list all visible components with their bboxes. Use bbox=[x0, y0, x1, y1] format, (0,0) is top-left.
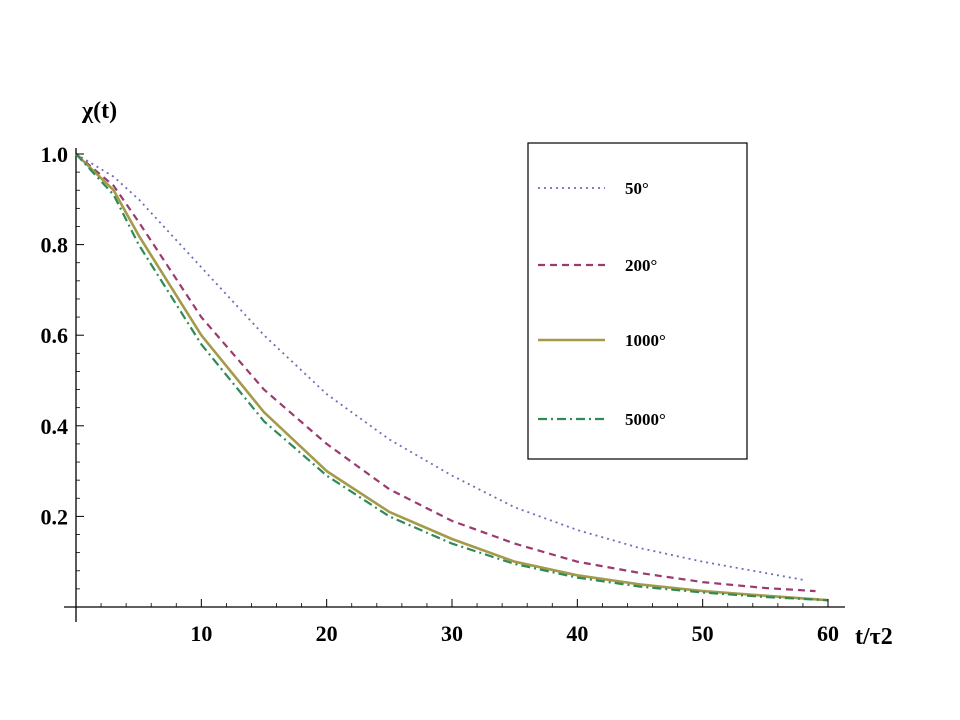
x-tick-label: 60 bbox=[817, 621, 839, 646]
series-line-3 bbox=[75, 153, 829, 602]
y-tick-label: 0.4 bbox=[41, 414, 69, 439]
ticks-layer: 10 20 30 40 50 60 0.2 0.4 0.6 0.8 1.0 bbox=[41, 142, 840, 646]
legend-label: 200° bbox=[625, 256, 657, 275]
x-tick-label: 40 bbox=[566, 621, 588, 646]
legend-label: 5000° bbox=[625, 410, 666, 429]
x-tick-label: 10 bbox=[190, 621, 212, 646]
x-tick-label: 20 bbox=[316, 621, 338, 646]
y-tick-label: 0.2 bbox=[41, 504, 69, 529]
legend-label: 1000° bbox=[625, 331, 666, 350]
axes bbox=[64, 148, 845, 622]
x-tick-label: 30 bbox=[441, 621, 463, 646]
y-tick-label: 0.6 bbox=[41, 323, 69, 348]
series-line-0 bbox=[75, 153, 804, 581]
x-axis-label: t/τ2 bbox=[855, 624, 893, 650]
y-tick-label: 0.8 bbox=[41, 233, 69, 258]
legend-box bbox=[527, 142, 748, 460]
series-line-2 bbox=[75, 153, 829, 602]
series-layer bbox=[75, 153, 829, 602]
x-tick-label: 50 bbox=[692, 621, 714, 646]
y-tick-label: 1.0 bbox=[41, 142, 69, 167]
legend: 50° 200° 1000° 5000° bbox=[527, 142, 748, 460]
y-axis-label: χ(t) bbox=[81, 98, 117, 124]
legend-label: 50° bbox=[625, 179, 649, 198]
series-line-1 bbox=[75, 153, 816, 593]
